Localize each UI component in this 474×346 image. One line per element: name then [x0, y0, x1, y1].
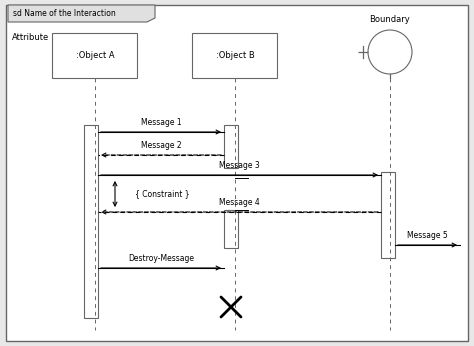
Text: Message 1: Message 1: [141, 118, 182, 127]
Bar: [84, 125, 98, 318]
Text: Destroy-Message: Destroy-Message: [128, 254, 194, 263]
Text: Message 4: Message 4: [219, 198, 260, 207]
Text: :Object A: :Object A: [76, 51, 114, 60]
Text: { Constraint }: { Constraint }: [135, 190, 190, 199]
Text: :Object B: :Object B: [216, 51, 255, 60]
Bar: [224, 125, 238, 168]
Text: Message 5: Message 5: [407, 231, 448, 240]
Polygon shape: [8, 5, 155, 22]
Bar: [192, 33, 277, 78]
Text: Message 3: Message 3: [219, 161, 260, 170]
Bar: [381, 172, 395, 258]
Text: Boundary: Boundary: [370, 15, 410, 24]
Text: Attribute: Attribute: [12, 33, 49, 42]
Text: Message 2: Message 2: [141, 141, 182, 150]
Text: sd Name of the Interaction: sd Name of the Interaction: [13, 9, 116, 18]
Bar: [224, 210, 238, 248]
Circle shape: [368, 30, 412, 74]
Bar: [53, 33, 137, 78]
